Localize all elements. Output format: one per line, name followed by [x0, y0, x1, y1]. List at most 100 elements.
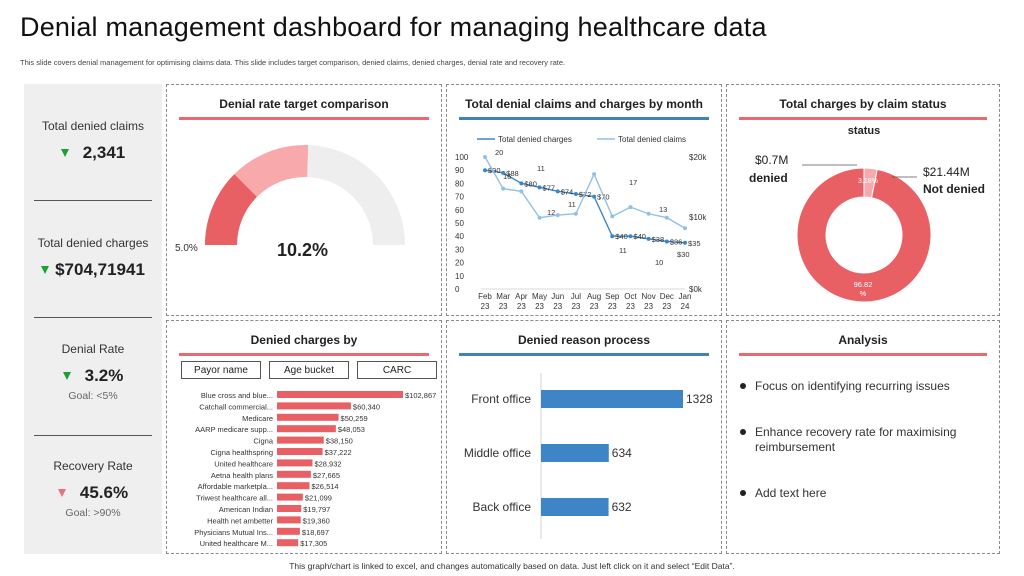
bar-value-label: 1328	[686, 392, 713, 406]
kpi-goal: Goal: <5%	[68, 390, 118, 402]
bar-category-label: Medicare	[242, 414, 273, 423]
legend-label-charges: Total denied charges	[498, 135, 572, 144]
kpi-label: Total denied charges	[37, 236, 149, 250]
data-point	[555, 189, 560, 194]
data-label: $90	[488, 166, 501, 175]
x-tick-label: 23	[662, 302, 671, 311]
bar-value-label: $38,150	[326, 437, 353, 446]
kpi-value: 3.2%	[84, 366, 124, 385]
x-tick-label: 23	[608, 302, 617, 311]
card-underline	[459, 353, 709, 356]
y2-tick-label: $10k	[689, 213, 707, 222]
bar-value-label: $21,099	[305, 494, 332, 503]
analysis-item: Add text here	[739, 486, 989, 501]
y-tick-label: 50	[455, 219, 464, 228]
bar-category-label: Physicians Mutual Ins...	[194, 528, 273, 537]
y-tick-label: 60	[455, 206, 464, 215]
kpi-value: 45.6%	[79, 483, 129, 502]
bar-value-label: 634	[612, 446, 632, 460]
y-tick-label: 80	[455, 179, 464, 188]
x-tick-label: 23	[590, 302, 599, 311]
y-tick-label: 30	[455, 245, 464, 254]
bar	[277, 413, 339, 421]
bar-value-label: $19,360	[303, 516, 330, 525]
annotation-label: 12	[547, 208, 555, 217]
data-point	[683, 226, 687, 231]
card-underline	[739, 353, 987, 356]
series-line	[484, 156, 686, 229]
card-title: Total denial claims and charges by month	[465, 97, 703, 111]
bar	[277, 516, 301, 524]
denied-reason-card: Denied reason process Front office 1328 Mi…	[446, 320, 722, 554]
data-point	[664, 215, 669, 220]
x-tick-label: 23	[499, 302, 508, 311]
x-tick-label: Jun	[551, 292, 564, 301]
bar-category-label: United healthcare M...	[200, 539, 273, 548]
annotation-label: 20	[495, 148, 503, 157]
card-underline	[739, 117, 987, 120]
x-tick-label: Nov	[642, 292, 656, 301]
analysis-item: Focus on identifying recurring issues	[739, 379, 989, 394]
bar-category-label: Middle office	[464, 446, 531, 460]
bar-value-label: $18,697	[302, 528, 329, 537]
bar-value-label: 632	[612, 500, 632, 514]
bar-category-label: Cigna healthspring	[210, 448, 273, 457]
data-point	[483, 168, 487, 173]
data-label: $88	[506, 169, 519, 178]
annotation-label: 11	[568, 200, 576, 209]
filter-payor-name-button[interactable]: Payor name	[181, 361, 261, 379]
legend-label-claims: Total denied claims	[618, 135, 686, 144]
filter-carc-button[interactable]: CARC	[357, 361, 437, 379]
bar-category-label: Back office	[473, 500, 532, 514]
claims-by-month-card: Total denial claims and charges by month…	[446, 84, 722, 316]
data-point	[537, 215, 542, 220]
y2-tick-label: $20k	[689, 153, 707, 162]
bar-value-label: $26,514	[311, 482, 338, 491]
data-point	[628, 205, 633, 210]
y-tick-label: 100	[455, 153, 469, 162]
gauge-value: 10.2%	[277, 240, 329, 260]
x-tick-label: 23	[517, 302, 526, 311]
kpi-label: Recovery Rate	[53, 459, 133, 473]
data-point	[592, 194, 597, 199]
bar	[277, 425, 336, 433]
slice-pct-label: 96.82	[854, 280, 873, 289]
page-footer: This graph/chart is linked to excel, and…	[289, 561, 735, 571]
gauge-chart	[205, 145, 405, 245]
x-tick-label: 24	[681, 302, 690, 311]
data-point	[610, 234, 615, 239]
analysis-item: Enhance recovery rate for maximising rei…	[739, 425, 989, 455]
kpi-total-denied-claims: Total denied claims 2,341	[24, 119, 162, 163]
x-tick-label: Dec	[660, 292, 674, 301]
reason-bar-chart: Front office 1328 Middle office 634 Back off…	[464, 373, 713, 539]
down-arrow-icon	[62, 372, 71, 380]
data-label: $35	[688, 239, 701, 248]
card-title: Denied reason process	[517, 333, 651, 347]
kpi-value: 2,341	[82, 143, 126, 162]
bar-value-label: $60,340	[353, 402, 380, 411]
data-point	[683, 240, 687, 245]
bar-value-label: $50,259	[341, 414, 368, 423]
bar	[277, 493, 303, 501]
series-line	[484, 169, 686, 244]
y-tick-label: 10	[455, 272, 464, 281]
data-point	[501, 170, 506, 175]
bar	[541, 444, 609, 462]
x-tick-label: 23	[535, 302, 544, 311]
data-label: $77	[543, 183, 556, 192]
bar-value-label: $28,932	[314, 459, 341, 468]
donut-slice	[796, 167, 932, 303]
card-underline	[179, 117, 429, 120]
bar-category-label: Aetna health plans	[211, 471, 273, 480]
charges-by-status-card: Total charges by claim status status 3.18…	[726, 84, 1000, 316]
x-tick-label: 23	[571, 302, 580, 311]
card-underline	[459, 117, 709, 120]
filter-age-bucket-button[interactable]: Age bucket	[269, 361, 349, 379]
denied-charges-bar-chart: Blue cross and blue... $102,867 Catchall c…	[194, 391, 436, 548]
x-tick-label: Feb	[478, 292, 492, 301]
x-tick-label: Jan	[679, 292, 692, 301]
data-point	[646, 236, 651, 241]
page-subtitle: This slide covers denial management for …	[20, 58, 566, 67]
y-tick-label: 40	[455, 232, 464, 241]
annotation-label: 16	[503, 172, 511, 181]
